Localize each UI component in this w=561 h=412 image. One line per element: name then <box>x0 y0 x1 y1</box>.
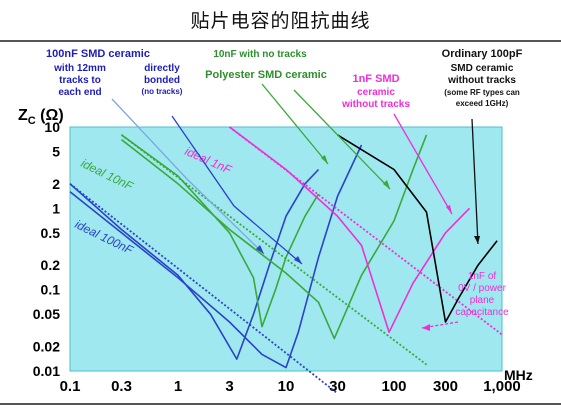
series-line-4 <box>121 134 320 328</box>
title-divider <box>0 40 561 42</box>
y-tick-label: 0.02 <box>33 339 60 355</box>
callout-100nf-line4: each end <box>58 87 101 98</box>
y-tick-label: 1 <box>52 200 60 216</box>
x-tick-labels: 0.1 0.3 1 3 10 30 100 300 1,000 <box>60 378 521 395</box>
series-layer <box>69 126 503 395</box>
x-tick-label: 30 <box>329 378 346 395</box>
x-tick-label: 0.1 <box>60 378 81 395</box>
callout-plane: 1nF of 0V / power plane capacitance <box>455 271 509 318</box>
series-line-5 <box>121 134 428 340</box>
x-tick-label: 300 <box>433 378 458 395</box>
y-tick-label: 0.01 <box>33 363 60 379</box>
y-tick-label: 0.1 <box>41 282 61 298</box>
callout-100nf: 100nF SMD ceramic with 12mm tracks to ea… <box>46 48 150 98</box>
callout-100pf-line2: SMD ceramic <box>451 63 514 74</box>
y-tick-labels: 10 5 2 1 0.5 0.2 0.1 0.05 0.02 0.01 <box>33 119 60 379</box>
series-line-7 <box>229 126 471 334</box>
callout-direct-line1: directly <box>144 63 180 74</box>
y-tick-label: 10 <box>44 119 60 135</box>
x-tick-label: 3 <box>225 378 233 395</box>
callout-plane-line1: 1nF of <box>468 271 497 282</box>
callout-100nf-line2: with 12mm <box>53 63 106 74</box>
page-title: 贴片电容的阻抗曲线 <box>190 10 371 32</box>
callout-1nf-line2: ceramic <box>357 87 395 98</box>
callout-100pf: Ordinary 100pF SMD ceramic without track… <box>442 48 523 108</box>
callout-plane-line2: 0V / power <box>458 283 506 294</box>
bottom-divider <box>0 403 561 405</box>
impedance-chart-svg: ZC (Ω) MHz 0.1 0.3 1 3 10 30 100 300 1,000 10521… <box>12 44 548 400</box>
callout-1nf-line1: 1nF SMD <box>352 73 399 85</box>
callout-direct-line3: (no tracks) <box>142 87 183 96</box>
x-tick-label: 0.3 <box>111 378 132 395</box>
callout-pointers <box>111 83 480 331</box>
callout-100pf-line1: Ordinary 100pF <box>442 48 523 60</box>
callout-direct-line2: bonded <box>144 75 180 86</box>
y-tick-label: 0.05 <box>33 306 60 322</box>
x-tick-label: 1 <box>174 378 182 395</box>
x-tick-label: 100 <box>381 378 406 395</box>
series-line-0-ideal-100nf <box>69 183 339 395</box>
callout-1nf: 1nF SMD ceramic without tracks <box>341 73 410 110</box>
callout-100nf-line3: tracks to <box>59 75 101 86</box>
callout-100pf-line4: (some RF types can <box>444 88 520 97</box>
callout-plane-line3: plane <box>470 295 495 306</box>
callout-10nf-line2: Polyester SMD ceramic <box>205 69 327 81</box>
callout-plane-line4: capacitance <box>455 307 509 318</box>
callout-direct: directly bonded (no tracks) <box>142 63 183 96</box>
y-tick-label: 0.2 <box>41 257 61 273</box>
x-axis-label: MHz <box>504 367 533 383</box>
callout-100nf-line1: 100nF SMD ceramic <box>46 48 150 60</box>
callout-1nf-line3: without tracks <box>341 99 410 110</box>
y-axis-label: ZC (Ω) <box>18 107 64 127</box>
plot-area <box>69 126 503 372</box>
callout-10nf-line1: 10nF with no tracks <box>213 49 307 60</box>
x-tick-label: 10 <box>278 378 295 395</box>
y-tick-label: 2 <box>52 176 60 192</box>
callout-10nf: 10nF with no tracks Polyester SMD cerami… <box>205 49 327 81</box>
y-tick-label: 0.5 <box>41 225 61 241</box>
y-tick-label: 5 <box>52 143 60 159</box>
series-line-8 <box>337 134 498 323</box>
callout-100pf-line5: exceed 1GHz) <box>456 99 509 108</box>
x-tick-label: 1,000 <box>483 378 521 395</box>
callout-100pf-line3: without tracks <box>447 75 516 86</box>
series-line-2 <box>69 144 363 369</box>
impedance-chart: ZC (Ω) MHz 0.1 0.3 1 3 10 30 100 300 1,000 10 5 2 1… <box>12 44 548 404</box>
